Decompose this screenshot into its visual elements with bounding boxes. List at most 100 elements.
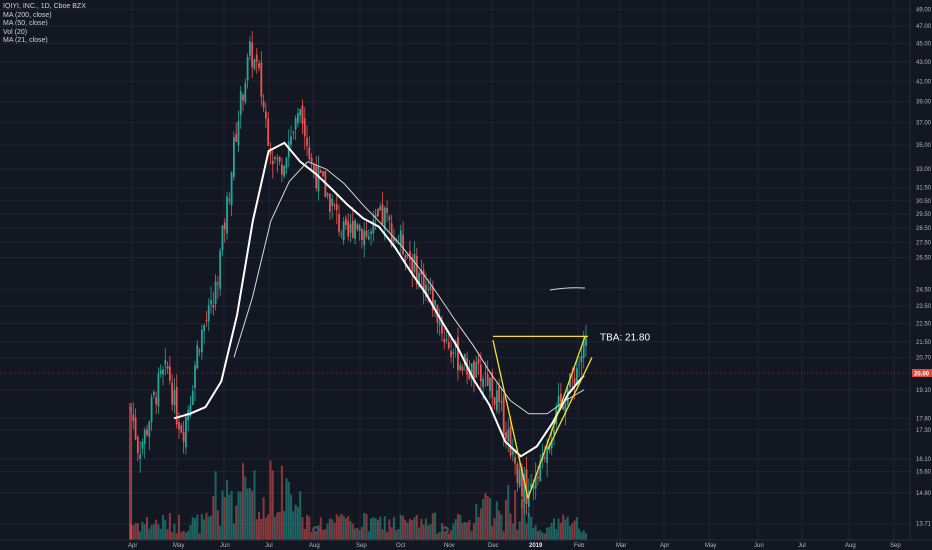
volume-bar — [219, 525, 222, 540]
candle-body — [443, 339, 446, 343]
volume-bar — [450, 530, 453, 540]
candle-body — [537, 476, 539, 479]
candle-body — [301, 105, 304, 124]
volume-bar — [447, 533, 450, 540]
volume-bar — [534, 525, 537, 540]
candle-body — [372, 220, 375, 234]
volume-bar — [418, 527, 421, 540]
volume-bar — [429, 524, 432, 540]
volume-bar — [342, 515, 345, 540]
candle-body — [530, 484, 533, 489]
candle-body — [136, 437, 139, 454]
volume-bar — [491, 525, 494, 540]
legend-vol: Vol (20) — [3, 28, 28, 36]
candle-body — [573, 378, 576, 386]
candle-body — [553, 429, 555, 435]
volume-bar — [173, 523, 176, 540]
candle-body — [285, 157, 288, 169]
y-tick-label: 15.60 — [916, 470, 932, 476]
candle-body — [157, 373, 160, 407]
candle-body — [237, 120, 240, 146]
y-tick-label: 39.00 — [916, 99, 932, 105]
volume-bar — [262, 497, 265, 540]
volume-bar — [246, 488, 249, 540]
candle-body — [434, 300, 436, 306]
volume-bar — [520, 499, 523, 540]
volume-bar — [205, 512, 208, 540]
candle-body — [399, 230, 402, 245]
candle-body — [308, 147, 311, 160]
volume-bar — [347, 516, 350, 540]
volume-bar — [198, 533, 201, 540]
volume-bar — [191, 517, 194, 540]
volume-bar — [573, 520, 576, 540]
volume-bar — [292, 511, 295, 540]
volume-bar — [557, 518, 560, 540]
candle-body — [367, 236, 370, 240]
candle-body — [525, 469, 528, 505]
volume-bar — [159, 528, 162, 540]
volume-bar — [308, 516, 311, 540]
volume-bar — [507, 485, 510, 540]
volume-bar — [475, 504, 478, 540]
event-markers — [312, 526, 449, 534]
candle-body — [246, 57, 249, 81]
volume-bar — [319, 517, 322, 540]
candle-body — [585, 335, 587, 346]
candle-body — [546, 446, 549, 463]
candle-body — [539, 461, 542, 482]
candle-body — [463, 353, 466, 366]
legend-ma50: MA (50, close) — [3, 20, 48, 27]
volume-bar — [221, 490, 224, 540]
candle-body — [393, 236, 395, 241]
volume-bar — [253, 470, 256, 540]
candle-body — [207, 305, 210, 322]
candle-body — [473, 361, 475, 383]
candle-body — [420, 270, 423, 275]
candle-body — [331, 198, 334, 207]
volume-bar — [237, 491, 240, 540]
volume-bar — [516, 529, 519, 540]
volume-bar — [310, 531, 313, 540]
volume-bar — [582, 530, 585, 540]
candle-body — [166, 365, 169, 369]
candle-body — [358, 225, 361, 232]
volume-bar — [164, 519, 167, 540]
time-axis[interactable]: Apr May Jun Jul Aug Sep Oct Nov Dec 2019 Feb Mar Apr… — [0, 539, 932, 549]
volume-bar — [472, 523, 475, 540]
candle-body — [219, 250, 222, 289]
volume-bar — [301, 517, 304, 540]
volume-bar — [322, 529, 325, 540]
candle-body — [292, 131, 295, 133]
volume-bar — [155, 519, 158, 540]
price-axis[interactable]: 13.71 14.80 15.60 16.10 17.30 17.80 19.10 20.70… — [909, 0, 932, 540]
candle-body — [155, 397, 158, 405]
candle-body — [356, 224, 359, 230]
volume-bar — [427, 525, 430, 540]
candle-body — [457, 336, 459, 371]
pattern-channel-lower — [547, 357, 593, 450]
candle-body — [274, 156, 276, 160]
volume-bar — [223, 497, 226, 540]
candle-body — [184, 416, 187, 448]
volume-bar — [395, 530, 398, 540]
volume-bar — [532, 528, 535, 540]
candle-body — [306, 137, 308, 146]
volume-bar — [370, 518, 373, 540]
candle-body — [402, 234, 404, 255]
volume-bar — [495, 501, 498, 540]
candle-body — [363, 230, 366, 246]
candle-body — [260, 62, 263, 97]
volume-bar — [328, 518, 331, 540]
volume-bar — [354, 528, 357, 540]
volume-bar — [459, 514, 462, 540]
y-tick-label: 21.50 — [916, 340, 932, 346]
volume-bar — [514, 490, 517, 540]
candle-body — [557, 396, 560, 407]
candle-body — [411, 257, 414, 274]
volume-bar — [244, 476, 247, 540]
volume-bar — [248, 487, 251, 540]
candle-body — [527, 490, 530, 507]
volume-bar — [443, 528, 446, 540]
